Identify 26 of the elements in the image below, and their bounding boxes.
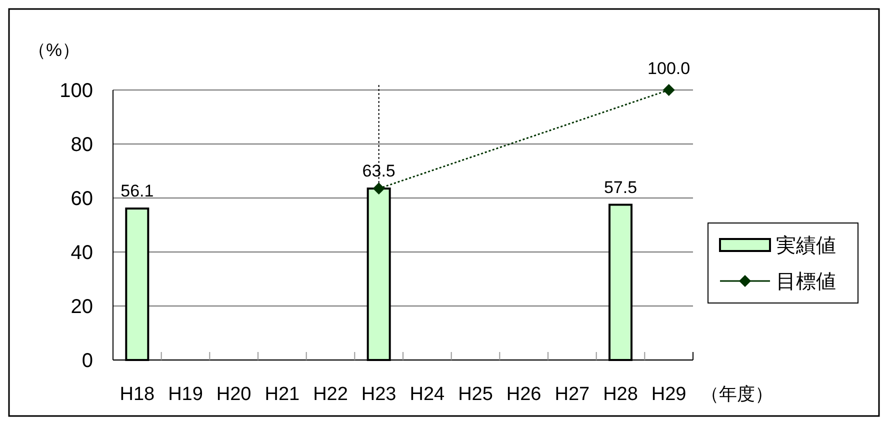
data-label: 63.5 [362,162,396,181]
legend-label: 目標値 [776,271,836,293]
x-tick-label: H27 [554,384,590,405]
x-tick-label: H21 [264,384,300,405]
legend-label: 実績値 [776,234,836,257]
data-label: 100.0 [648,59,690,78]
y-tick-label: 20 [70,296,93,318]
x-tick-label: H22 [313,384,348,405]
x-tick-label: H23 [361,384,396,405]
x-tick-label: H20 [216,384,252,405]
x-tick-label: H25 [458,384,493,405]
y-tick-label: 100 [60,80,93,102]
x-tick-label: H28 [603,384,638,405]
x-tick-label: H19 [168,384,203,405]
data-label: 57.5 [604,178,638,197]
x-tick-label: H26 [506,384,542,405]
y-axis-title: （%） [28,40,80,60]
y-tick-label: 80 [70,134,93,156]
y-tick-label: 40 [70,242,93,264]
x-tick-label: H24 [410,384,446,405]
x-axis-title: （年度） [701,384,773,404]
y-tick-label: 0 [82,350,93,372]
y-tick-label: 60 [70,188,93,210]
x-tick-label: H18 [120,384,155,405]
x-tick-label: H29 [651,384,686,405]
data-label: 56.1 [120,182,154,201]
